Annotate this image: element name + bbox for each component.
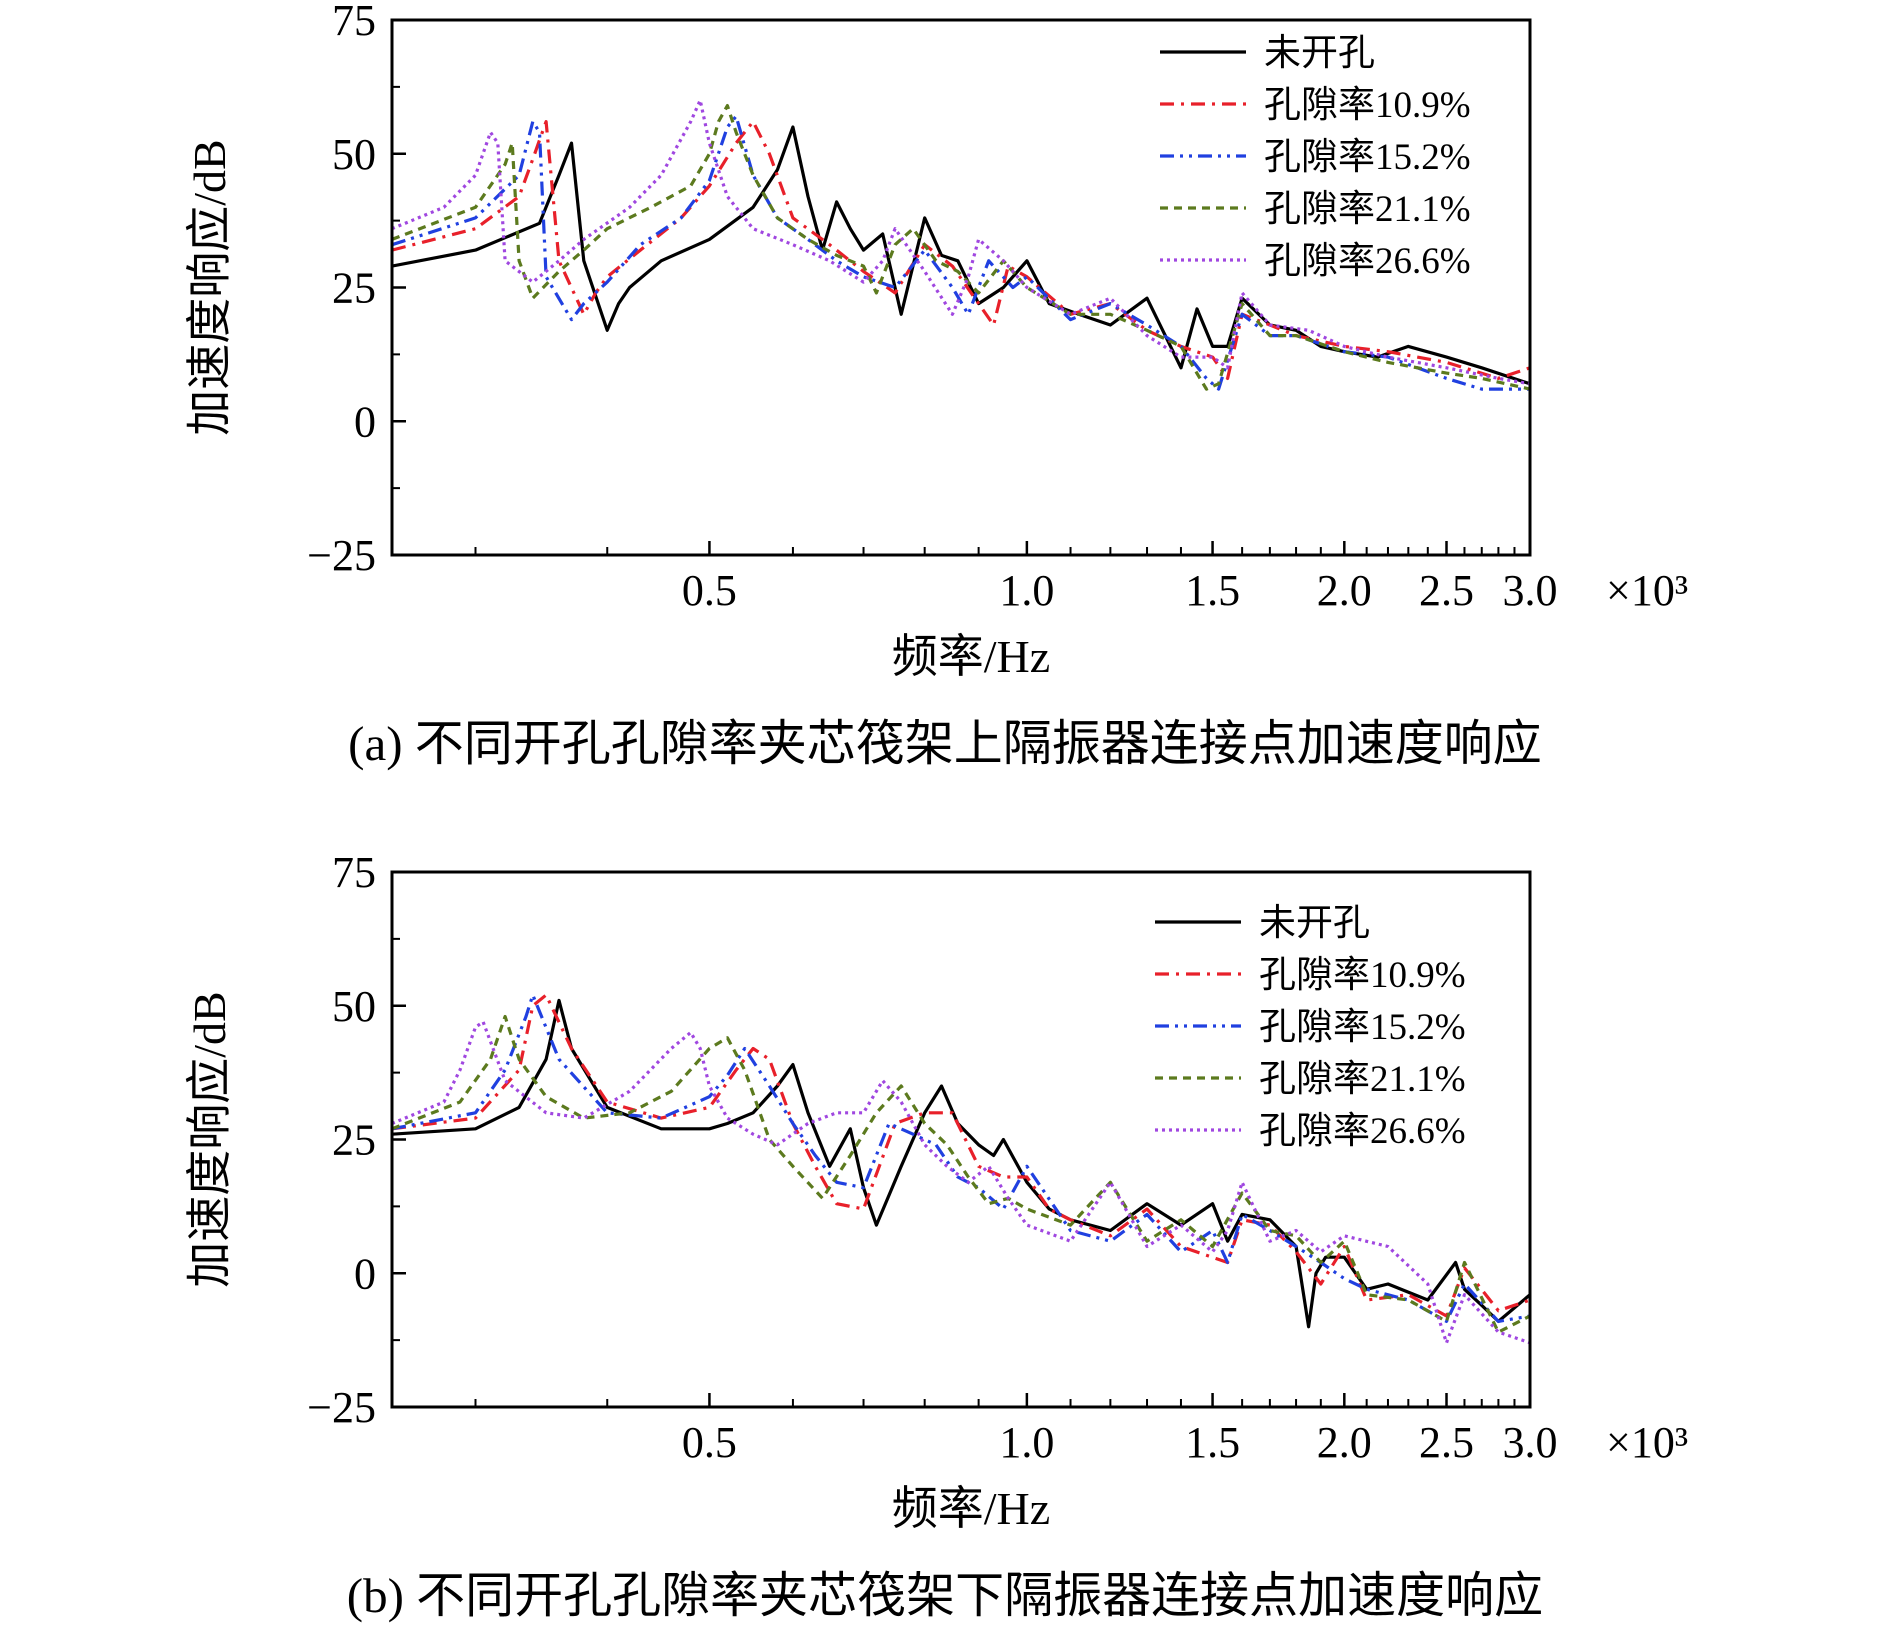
- y-tick-label: −25: [307, 531, 376, 580]
- legend-label-2: 孔隙率15.2%: [1259, 1006, 1466, 1048]
- figure-caption: (b) 不同开孔孔隙率夹芯筏架下隔振器连接点加速度响应: [347, 1568, 1543, 1623]
- legend-label-0: 未开孔: [1259, 903, 1370, 944]
- chart-panel-a: −25 0 25 50 75 0.5 1.0 1.5 2.0 2.5 3.0 ×10³ 频率/Hz 加速度…: [184, 0, 1688, 771]
- series-group: [392, 98, 1530, 391]
- y-axis-title: 加速度响应/dB: [184, 991, 235, 1287]
- y-tick-label: 50: [332, 982, 376, 1031]
- x-axis-title: 频率/Hz: [892, 1483, 1050, 1534]
- x-tick-label: 1.5: [1185, 1418, 1240, 1467]
- y-tick-label: 25: [332, 1116, 376, 1165]
- figure-caption: (a) 不同开孔孔隙率夹芯筏架上隔振器连接点加速度响应: [348, 716, 1542, 771]
- y-tick-label: 0: [354, 1249, 376, 1298]
- x-tick-label: 1.0: [999, 1418, 1054, 1467]
- chart-panel-b: −25 0 25 50 75 0.5 1.0 1.5 2.0 2.5 3.0 ×10³ 频率/Hz 加速度…: [184, 848, 1688, 1623]
- x-tick-label: 0.5: [682, 1418, 737, 1467]
- y-tick-label: 75: [332, 848, 376, 897]
- x-tick-label: 3.0: [1503, 1418, 1558, 1467]
- legend-label-2: 孔隙率15.2%: [1264, 136, 1471, 178]
- y-tick-label: −25: [307, 1383, 376, 1432]
- legend-label-0: 未开孔: [1264, 33, 1375, 74]
- x-tick-label: 2.0: [1317, 1418, 1372, 1467]
- y-tick-label: 75: [332, 0, 376, 45]
- y-axis-title: 加速度响应/dB: [184, 139, 235, 435]
- x-tick-label: 1.5: [1185, 566, 1240, 615]
- x-tick-label: 0.5: [682, 566, 737, 615]
- legend-label-3: 孔隙率21.1%: [1264, 188, 1471, 230]
- y-tick-label: 0: [354, 397, 376, 446]
- series-line-4: [392, 98, 1530, 386]
- series-line-2: [392, 114, 1530, 391]
- y-tick-label: 25: [332, 264, 376, 313]
- legend-label-4: 孔隙率26.6%: [1264, 240, 1471, 282]
- x-tick-label: 2.5: [1419, 1418, 1474, 1467]
- series-line-0: [392, 998, 1530, 1329]
- y-tick-label: 50: [332, 130, 376, 179]
- x-tick-label: 3.0: [1503, 566, 1558, 615]
- series-line-3: [392, 1014, 1530, 1334]
- legend-label-4: 孔隙率26.6%: [1259, 1110, 1466, 1152]
- series-line-4: [392, 1020, 1530, 1345]
- x-tick-label: 1.0: [999, 566, 1054, 615]
- series-line-0: [392, 125, 1530, 386]
- x-tick-label: 2.0: [1317, 566, 1372, 615]
- x-tick-label: 2.5: [1419, 566, 1474, 615]
- legend-label-3: 孔隙率21.1%: [1259, 1058, 1466, 1100]
- series-line-1: [392, 993, 1530, 1318]
- x-multiplier: ×10³: [1606, 566, 1688, 615]
- series-group: [392, 993, 1530, 1345]
- x-multiplier: ×10³: [1606, 1418, 1688, 1467]
- series-line-3: [392, 104, 1530, 391]
- x-axis-title: 频率/Hz: [892, 631, 1050, 682]
- legend-label-1: 孔隙率10.9%: [1264, 84, 1471, 126]
- legend-label-1: 孔隙率10.9%: [1259, 954, 1466, 996]
